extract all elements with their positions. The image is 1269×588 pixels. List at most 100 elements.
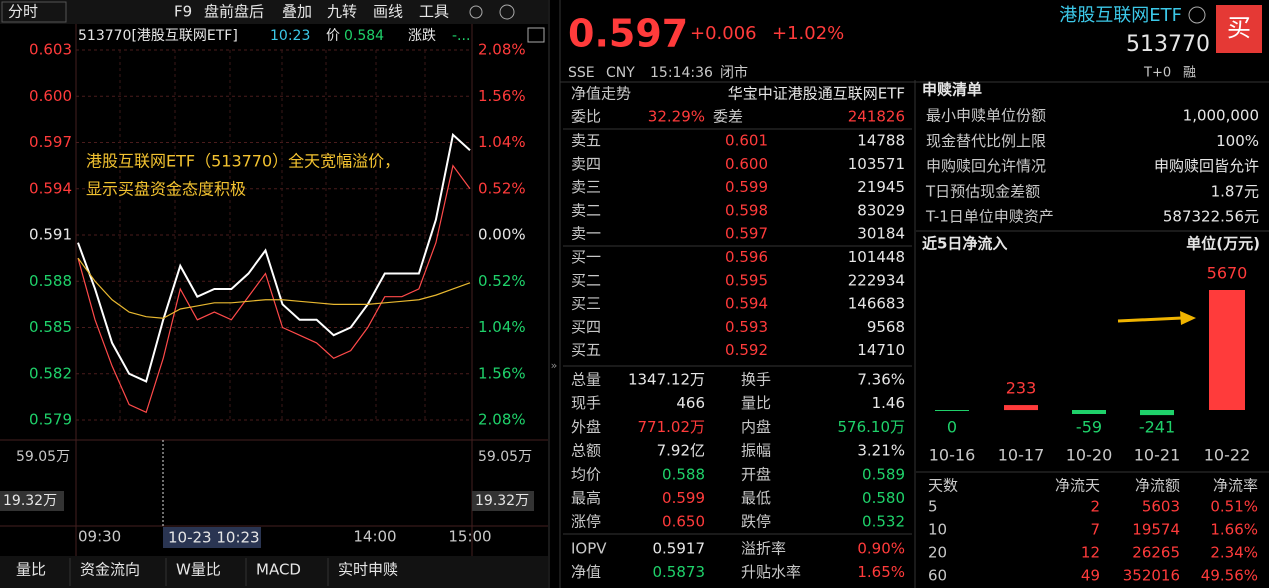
stat-value: 1.46 <box>872 394 905 412</box>
stat-value: 466 <box>676 394 705 412</box>
y-tick-label: 0.579 <box>29 411 72 429</box>
pct-tick-label: 0.52% <box>478 272 526 290</box>
creation-value: 申购赎回皆允许 <box>1154 157 1259 175</box>
creation-label: 申购赎回允许情况 <box>926 157 1046 175</box>
market: SSE <box>568 65 595 81</box>
row-label: 净值走势 <box>571 85 631 103</box>
tab[interactable]: 实时申赎 <box>338 561 398 579</box>
x-tick-label: 10-20 <box>1066 446 1113 465</box>
toolbar-item[interactable]: 盘前盘后 <box>204 3 264 21</box>
table-cell: 10 <box>928 521 947 539</box>
stat-label: 溢折率 <box>741 539 786 557</box>
window-icon[interactable] <box>527 27 545 43</box>
table-cell: 5 <box>928 498 938 516</box>
stat-label: 总量 <box>571 371 601 389</box>
book-price: 0.594 <box>725 295 768 313</box>
x-tick-label: 10-16 <box>929 446 976 465</box>
book-label: 卖二 <box>571 201 601 219</box>
book-label: 卖一 <box>571 225 601 243</box>
book-price: 0.593 <box>725 318 768 336</box>
stat-value: 1.65% <box>857 563 905 581</box>
fund-name: 华宝中证港股通互联网ETF <box>728 85 905 103</box>
security-code: 513770 <box>1126 32 1210 57</box>
toolbar-item[interactable]: 叠加 <box>282 3 312 21</box>
y-tick-label: 0.600 <box>29 87 72 105</box>
toolbar-item[interactable]: 画线 <box>373 3 403 21</box>
stat-value: 576.10万 <box>838 418 906 436</box>
book-label: 买四 <box>571 318 601 336</box>
period-select[interactable]: 分时 <box>8 3 38 21</box>
pct-tick-label: 2.08% <box>478 411 526 429</box>
row-label: 委比 <box>571 108 601 126</box>
pct-tick-label: 2.08% <box>478 41 526 59</box>
bar <box>1072 410 1106 414</box>
quote-time: 15:14:36 <box>650 65 713 81</box>
book-volume: 83029 <box>857 201 905 219</box>
toolbar-item[interactable]: F9 <box>174 3 192 21</box>
book-volume: 103571 <box>848 155 905 173</box>
stat-value: 7.36% <box>857 371 905 389</box>
bar-label: -241 <box>1139 418 1175 437</box>
pct-tick-label: 0.52% <box>478 179 526 197</box>
book-volume: 21945 <box>857 178 905 196</box>
table-cell: 7 <box>1090 521 1100 539</box>
info-icon[interactable] <box>1188 6 1206 24</box>
buy-button[interactable] <box>1216 5 1262 53</box>
x-tick-label: 14:00 <box>353 528 396 546</box>
volume-tick: 59.05万 <box>478 449 532 465</box>
stat-label: 内盘 <box>741 418 771 436</box>
stat-label: 涨停 <box>571 513 601 531</box>
settings-icon[interactable] <box>469 5 483 19</box>
toolbar-item[interactable]: 九转 <box>327 3 357 21</box>
book-price: 0.601 <box>725 132 768 150</box>
change-label: 涨跌 <box>408 28 436 44</box>
price-line <box>77 132 471 383</box>
stat-label: 换手 <box>741 371 771 389</box>
stat-label: 最高 <box>571 489 601 507</box>
period-box[interactable] <box>1 1 67 23</box>
margin-flag: 融 <box>1183 66 1196 81</box>
stat-value: 0.588 <box>662 465 705 483</box>
table-cell: 26265 <box>1132 544 1180 562</box>
stat-value: 771.02万 <box>638 418 706 436</box>
tab[interactable]: W量比 <box>176 561 221 579</box>
pct-tick-label: 0.00% <box>478 226 526 244</box>
y-tick-label: 0.582 <box>29 364 72 382</box>
book-label: 买五 <box>571 341 601 359</box>
security-name: 港股互联网ETF <box>1059 5 1182 26</box>
table-cell: 19574 <box>1132 521 1180 539</box>
tab[interactable]: 资金流向 <box>80 561 140 579</box>
stat-value: 0.532 <box>862 513 905 531</box>
tab[interactable]: MACD <box>256 561 301 579</box>
stat-value: 0.589 <box>862 465 905 483</box>
stat-label: 外盘 <box>571 418 601 436</box>
buy-label[interactable]: 买 <box>1227 14 1251 42</box>
toolbar-item[interactable]: 工具 <box>419 3 449 21</box>
chart-code: 513770[港股互联网ETF] <box>78 28 238 44</box>
table-cell: 12 <box>1081 544 1100 562</box>
price-value: 0.584 <box>344 28 384 44</box>
tab[interactable]: 量比 <box>16 561 46 579</box>
table-cell: 2 <box>1090 498 1100 516</box>
table-header: 净流率 <box>1213 477 1258 495</box>
annotation: 显示买盘资金态度积极 <box>86 180 246 199</box>
table-header: 天数 <box>928 477 958 495</box>
stat-label: 振幅 <box>741 442 771 460</box>
row-label: 委差 <box>713 108 743 126</box>
chart-title: 近5日净流入 <box>922 235 1007 253</box>
book-price: 0.596 <box>725 248 768 266</box>
crosshair-box <box>163 527 261 548</box>
stat-value: 0.650 <box>662 513 705 531</box>
chart-time: 10:23 <box>270 28 310 44</box>
stat-label: 现手 <box>571 394 601 412</box>
book-volume: 146683 <box>848 295 905 313</box>
collapse-icon[interactable]: » <box>551 359 558 372</box>
creation-label: 现金替代比例上限 <box>926 132 1046 150</box>
book-volume: 30184 <box>857 225 905 243</box>
stat-label: 均价 <box>571 465 601 483</box>
table-header: 净流天 <box>1055 477 1100 495</box>
bar-label: -59 <box>1076 418 1102 437</box>
help-icon[interactable] <box>499 4 515 20</box>
